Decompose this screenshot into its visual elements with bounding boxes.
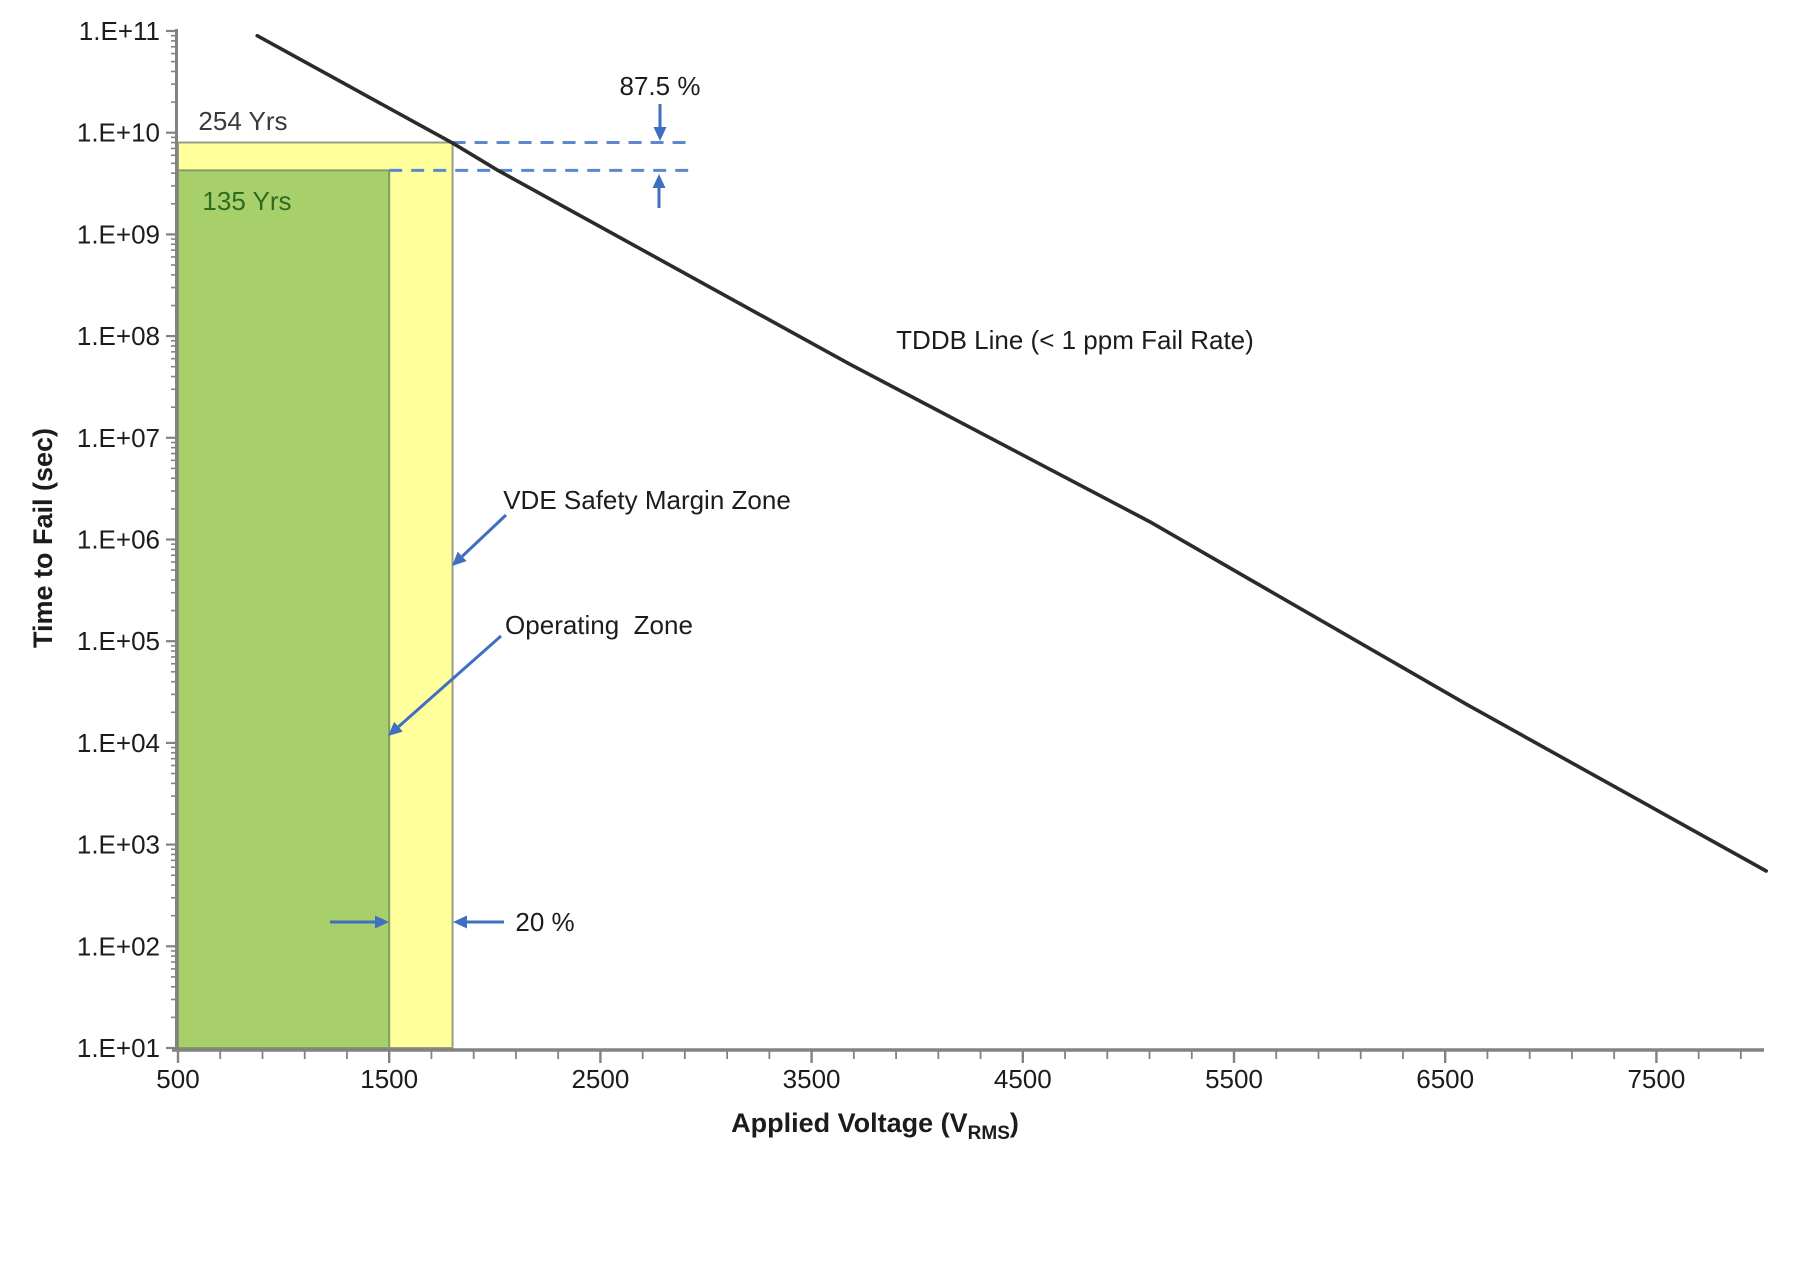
- y-tick-label: 1.E+11: [79, 16, 160, 46]
- operating-zone-rect: [177, 169, 391, 1049]
- y-tick-label: 1.E+01: [77, 1033, 160, 1063]
- label-vde-zone: VDE Safety Margin Zone: [503, 485, 791, 515]
- y-tick-label: 1.E+06: [77, 525, 160, 555]
- label-20-pct: 20 %: [515, 907, 574, 937]
- dashed-guides: [389, 141, 692, 172]
- x-axis-ticks: 500 1500 2500 3500 4500 5500 6500 7500: [156, 1051, 1742, 1094]
- x-tick-label: 5500: [1205, 1064, 1263, 1094]
- arrow-87pct-down-head: [653, 127, 667, 141]
- x-tick-label: 6500: [1416, 1064, 1474, 1094]
- caption-working-isolation-voltage: Working Isolation Voltage = 1500 VRMS: [443, 1267, 887, 1271]
- annotation-arrows: [330, 104, 667, 929]
- label-operating-zone: Operating Zone: [505, 610, 693, 640]
- y-tick-label: 1.E+03: [77, 830, 160, 860]
- y-tick-label: 1.E+04: [77, 728, 160, 758]
- arrow-vde-zone-head: [452, 551, 467, 566]
- annotations: 254 Yrs 135 Yrs 87.5 % TDDB Line (< 1 ppm F…: [198, 71, 1253, 937]
- arrow-operating-zone-shaft: [397, 634, 502, 728]
- y-tick-label: 1.E+08: [77, 321, 160, 351]
- y-tick-label: 1.E+05: [77, 626, 160, 656]
- x-tick-label: 7500: [1627, 1064, 1685, 1094]
- arrow-20pct-right-head: [375, 915, 389, 929]
- y-axis-title: Time to Fail (sec): [28, 428, 58, 648]
- y-tick-label: 1.E+07: [77, 423, 160, 453]
- label-tddb-line: TDDB Line (< 1 ppm Fail Rate): [896, 325, 1254, 355]
- x-tick-label: 1500: [360, 1064, 418, 1094]
- x-axis-title: Applied Voltage (VRMS): [731, 1108, 1019, 1144]
- arrow-operating-zone-head: [388, 721, 403, 736]
- label-87-5-pct: 87.5 %: [620, 71, 701, 101]
- plot-zones: [177, 141, 454, 1050]
- y-tick-label: 1.E+09: [77, 219, 160, 249]
- x-tick-label: 2500: [571, 1064, 629, 1094]
- caption-right-column: Projected Insulation Lifetime = 135 Year…: [966, 1185, 1445, 1271]
- caption-projected-lifetime: Projected Insulation Lifetime = 135 Year…: [966, 1263, 1445, 1271]
- x-tick-label: 3500: [783, 1064, 841, 1094]
- axes: [172, 29, 1764, 1052]
- y-tick-label: 1.E+10: [77, 118, 160, 148]
- y-tick-label: 1.E+02: [77, 931, 160, 961]
- tddb-line: [255, 33, 1768, 873]
- label-254-yrs: 254 Yrs: [198, 106, 287, 136]
- x-tick-label: 500: [156, 1064, 199, 1094]
- chart-canvas: 1.E+01 1.E+02 1.E+03 1.E+04 1.E+05 1.E+06 1.E+…: [28, 16, 1768, 1144]
- label-135-yrs: 135 Yrs: [202, 186, 291, 216]
- x-tick-label: 4500: [994, 1064, 1052, 1094]
- arrow-vde-zone-shaft: [461, 513, 508, 558]
- arrow-87pct-up-head: [652, 174, 666, 188]
- caption-left-column: Working Isolation Voltage = 1500 VRMS TA…: [443, 1189, 887, 1271]
- arrow-20pct-left-head: [453, 915, 467, 929]
- y-axis-ticks: 1.E+01 1.E+02 1.E+03 1.E+04 1.E+05 1.E+06 1.E+…: [77, 16, 176, 1063]
